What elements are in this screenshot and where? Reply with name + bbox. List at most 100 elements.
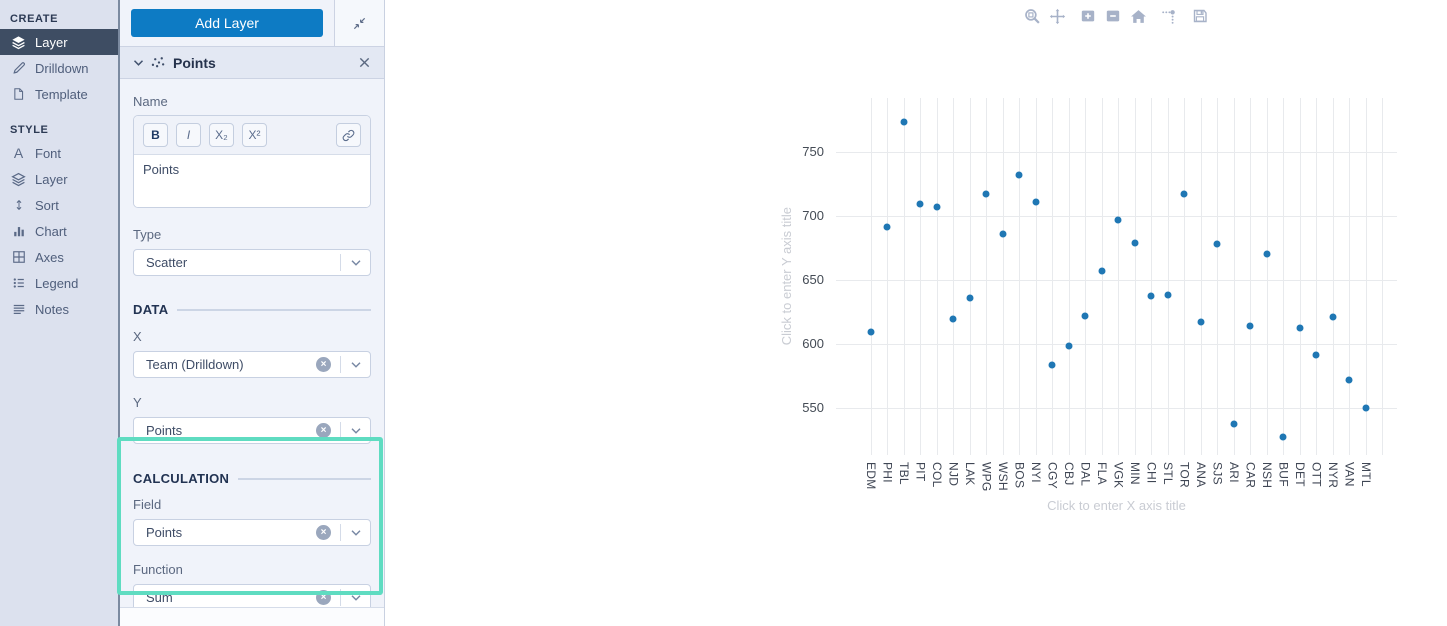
- scatter-point[interactable]: [1296, 324, 1304, 332]
- calculation-field-value: Points: [146, 525, 183, 540]
- gridline-vertical: [1184, 98, 1186, 455]
- scatter-point[interactable]: [999, 230, 1007, 238]
- sort-arrows-icon: [10, 197, 27, 213]
- sidebar-item-drilldown[interactable]: Drilldown: [0, 55, 118, 81]
- scatter-point[interactable]: [1197, 318, 1205, 326]
- scatter-point[interactable]: [1048, 361, 1056, 369]
- bold-button[interactable]: B: [143, 123, 168, 147]
- scatter-point[interactable]: [949, 315, 957, 323]
- scatter-point[interactable]: [966, 294, 974, 302]
- sidebar-item-legend[interactable]: Legend: [0, 270, 118, 296]
- x-tick-label: ARI: [1227, 462, 1242, 483]
- create-section-title: CREATE: [10, 13, 59, 25]
- gridline-vertical: [1332, 98, 1334, 455]
- chevron-down-icon: [341, 594, 370, 602]
- x-tick-label: LAK: [963, 462, 978, 486]
- clear-icon[interactable]: ×: [316, 423, 331, 438]
- clear-icon[interactable]: ×: [316, 590, 331, 605]
- layers-icon: [10, 34, 27, 50]
- gridline-vertical: [1299, 98, 1301, 455]
- x-tick-label: VAN: [1342, 462, 1357, 487]
- scatter-point[interactable]: [867, 328, 875, 336]
- scatter-point[interactable]: [883, 223, 891, 231]
- scatter-point[interactable]: [1362, 404, 1370, 412]
- scatter-point[interactable]: [1147, 292, 1155, 300]
- layer-title: Points: [173, 54, 216, 71]
- gridline-vertical: [1365, 98, 1367, 455]
- box-zoom-icon[interactable]: [1021, 5, 1043, 27]
- x-field-select[interactable]: Team (Drilldown) ×: [133, 351, 371, 378]
- sidebar-item-axes[interactable]: Axes: [0, 244, 118, 270]
- close-icon[interactable]: [358, 56, 371, 69]
- chevron-down-icon[interactable]: [133, 59, 144, 67]
- legend-list-icon: [10, 275, 27, 291]
- type-select[interactable]: Scatter: [133, 249, 371, 276]
- gridline-vertical: [1266, 98, 1268, 455]
- scatter-point[interactable]: [1246, 322, 1254, 330]
- sidebar-item-layer[interactable]: Layer: [0, 29, 118, 55]
- italic-button[interactable]: I: [176, 123, 201, 147]
- clear-icon[interactable]: ×: [316, 525, 331, 540]
- scatter-point[interactable]: [1263, 250, 1271, 258]
- calculation-field-label: Field: [133, 497, 162, 512]
- scatter-point[interactable]: [1230, 420, 1238, 428]
- pan-icon[interactable]: [1046, 5, 1068, 27]
- zoom-out-icon[interactable]: [1102, 5, 1124, 27]
- scatter-point[interactable]: [1312, 351, 1320, 359]
- font-icon: A: [13, 145, 24, 161]
- zoom-in-icon[interactable]: [1077, 5, 1099, 27]
- scatter-point[interactable]: [982, 190, 990, 198]
- save-icon[interactable]: [1189, 5, 1211, 27]
- scatter-point[interactable]: [1098, 267, 1106, 275]
- scatter-point[interactable]: [1279, 433, 1287, 441]
- chart-canvas[interactable]: 550 600 650 700 750 EDM PHI TBL PIT COL NJD LAK WPG W…: [385, 0, 1447, 626]
- drilldown-pen-icon: [10, 60, 27, 76]
- scatter-point[interactable]: [900, 118, 908, 126]
- sidebar-item-template[interactable]: Template: [0, 81, 118, 107]
- superscript-button[interactable]: X²: [242, 123, 267, 147]
- gridline-vertical: [1316, 98, 1318, 455]
- sidebar-item-layer-style[interactable]: Layer: [0, 166, 118, 192]
- x-tick-label: MTL: [1359, 462, 1374, 487]
- sidebar-item-sort[interactable]: Sort: [0, 192, 118, 218]
- type-select-value: Scatter: [146, 255, 188, 270]
- reset-home-icon[interactable]: [1127, 5, 1149, 27]
- scatter-point[interactable]: [1065, 342, 1073, 350]
- add-layer-button[interactable]: Add Layer: [131, 9, 323, 37]
- gridline-vertical: [1134, 98, 1136, 455]
- scatter-point[interactable]: [1131, 239, 1139, 247]
- x-tick-label: PIT: [913, 462, 928, 482]
- sidebar-item-font[interactable]: A Font: [0, 140, 118, 166]
- scatter-point[interactable]: [1081, 312, 1089, 319]
- scatter-point[interactable]: [916, 200, 924, 208]
- sidebar-item-label: Notes: [35, 301, 69, 317]
- layer-name-input[interactable]: Points: [134, 155, 370, 207]
- y-field-select[interactable]: Points ×: [133, 417, 371, 444]
- scatter-point[interactable]: [933, 203, 941, 211]
- scatter-point[interactable]: [1345, 376, 1353, 383]
- scatter-point[interactable]: [1114, 216, 1122, 224]
- scatter-point[interactable]: [1329, 313, 1337, 321]
- x-tick-label: DET: [1293, 462, 1308, 487]
- gridline-vertical: [1019, 98, 1021, 455]
- link-button[interactable]: [336, 123, 361, 147]
- scatter-point[interactable]: [1213, 240, 1221, 248]
- clear-icon[interactable]: ×: [316, 357, 331, 372]
- scatter-point[interactable]: [1180, 190, 1188, 198]
- calculation-field-select[interactable]: Points ×: [133, 519, 371, 546]
- toggle-spikelines-icon[interactable]: [1158, 5, 1180, 27]
- sidebar-item-notes[interactable]: Notes: [0, 296, 118, 322]
- y-axis-title-placeholder[interactable]: Click to enter Y axis title: [778, 207, 794, 346]
- scatter-point[interactable]: [1015, 171, 1023, 179]
- gridline-horizontal: [836, 279, 1397, 281]
- gridline-vertical: [1101, 98, 1103, 455]
- chevron-down-icon: [341, 529, 370, 537]
- x-tick-label: NSH: [1260, 462, 1275, 489]
- x-axis-title-placeholder[interactable]: Click to enter X axis title: [1047, 498, 1186, 513]
- panel-footer: [120, 607, 384, 626]
- scatter-point[interactable]: [1032, 198, 1040, 206]
- scatter-point[interactable]: [1164, 291, 1172, 299]
- collapse-panel-button[interactable]: [334, 0, 384, 46]
- sidebar-item-chart[interactable]: Chart: [0, 218, 118, 244]
- subscript-button[interactable]: X₂: [209, 123, 234, 147]
